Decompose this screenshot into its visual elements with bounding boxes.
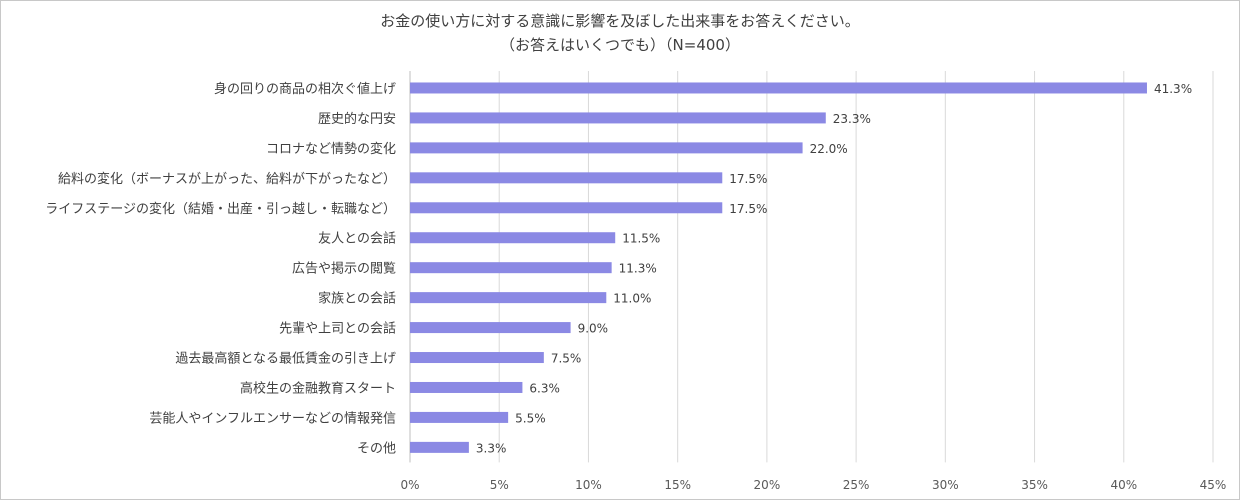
data-label: 11.3% — [619, 262, 657, 276]
category-label: コロナなど情勢の変化 — [266, 141, 396, 157]
data-label: 17.5% — [729, 202, 767, 216]
category-label: 給料の変化（ボーナスが上がった、給料が下がったなど） — [58, 171, 396, 187]
category-label: 身の回りの商品の相次ぐ値上げ — [214, 81, 396, 97]
bar — [410, 232, 616, 244]
x-tick-label: 5% — [490, 478, 509, 492]
category-label: 先輩や上司との会話 — [279, 321, 396, 337]
category-label: 家族との会話 — [318, 291, 396, 307]
x-tick-label: 25% — [843, 478, 870, 492]
category-label: 広告や掲示の閲覧 — [292, 261, 396, 277]
x-tick-label: 40% — [1110, 478, 1137, 492]
category-label: 芸能人やインフルエンサーなどの情報発信 — [149, 410, 396, 426]
x-tick-label: 20% — [754, 478, 781, 492]
category-label: その他 — [357, 441, 396, 456]
category-label: 高校生の金融教育スタート — [240, 380, 396, 396]
bar — [410, 441, 469, 453]
bar — [410, 82, 1147, 94]
bar — [410, 202, 723, 214]
bar — [410, 352, 544, 364]
data-label: 23.3% — [833, 112, 871, 126]
x-tick-label: 35% — [1021, 478, 1048, 492]
chart-subtitle: （お答えはいくつでも）（N=400） — [500, 36, 740, 54]
category-label: 友人との会話 — [318, 231, 396, 247]
data-label: 9.0% — [578, 322, 609, 336]
data-label: 6.3% — [529, 381, 560, 395]
x-tick-label: 10% — [575, 478, 602, 492]
bar — [410, 142, 803, 154]
x-tick-label: 0% — [400, 478, 419, 492]
data-label: 5.5% — [515, 411, 546, 425]
bar — [410, 381, 523, 393]
data-label: 11.5% — [622, 232, 660, 246]
x-tick-label: 15% — [664, 478, 691, 492]
bar — [410, 411, 509, 423]
x-tick-label: 45% — [1200, 478, 1227, 492]
data-label: 3.3% — [476, 441, 507, 455]
data-label: 11.0% — [613, 292, 651, 306]
data-label: 7.5% — [551, 352, 582, 366]
category-label: 歴史的な円安 — [318, 111, 396, 127]
chart-title-block: お金の使い方に対する意識に影響を及ぼした出来事をお答えください。 （お答えはいく… — [1, 9, 1239, 57]
bar — [410, 112, 826, 124]
data-label: 22.0% — [810, 142, 848, 156]
category-label: 過去最高額となる最低賃金の引き上げ — [175, 351, 396, 367]
data-label: 17.5% — [729, 172, 767, 186]
chart-title: お金の使い方に対する意識に影響を及ぼした出来事をお答えください。 — [380, 12, 860, 30]
x-tick-label: 30% — [932, 478, 959, 492]
data-label: 41.3% — [1154, 82, 1192, 96]
bar — [410, 292, 607, 304]
bar — [410, 172, 723, 184]
category-label: ライフステージの変化（結婚・出産・引っ越し・転職など） — [45, 201, 396, 217]
bar — [410, 322, 571, 334]
bar — [410, 262, 612, 274]
